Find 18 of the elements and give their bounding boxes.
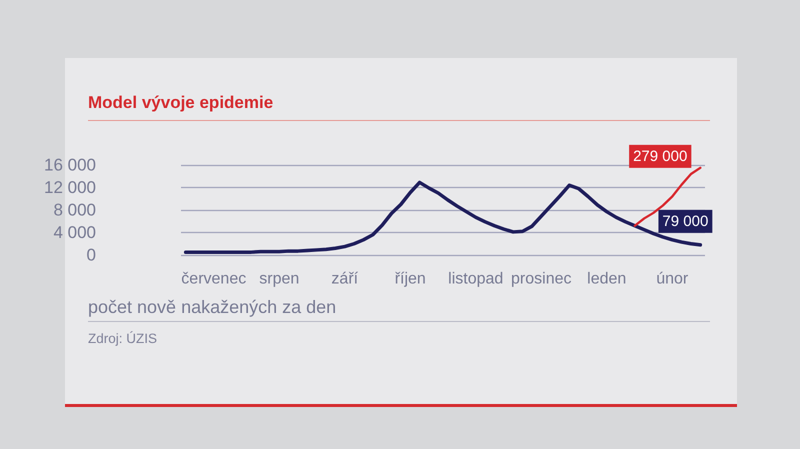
y-tick-label: 12 000 [44,178,96,197]
x-tick-label: listopad [448,270,504,288]
x-tick-label: říjen [394,270,426,288]
y-tick-label: 16 000 [44,156,96,174]
y-tick-label: 8 000 [53,200,96,220]
x-tick-label: prosinec [511,270,572,288]
x-tick-label: srpen [259,270,300,288]
x-tick-label: září [331,270,359,288]
chart-title: Model vývoje epidemie [88,92,710,121]
x-tick-label: únor [656,270,689,288]
series-label: 279 000 [633,148,688,165]
series-label: 79 000 [662,212,708,230]
y-tick-label: 4 000 [53,223,96,242]
y-axis-title: počet nově nakažených za den [88,296,710,322]
text: Zdroj: ÚZIS [88,330,158,347]
x-tick-label: leden [587,270,626,288]
x-tick-label: červenec [181,270,246,288]
y-tick-label: 0 [86,246,96,264]
